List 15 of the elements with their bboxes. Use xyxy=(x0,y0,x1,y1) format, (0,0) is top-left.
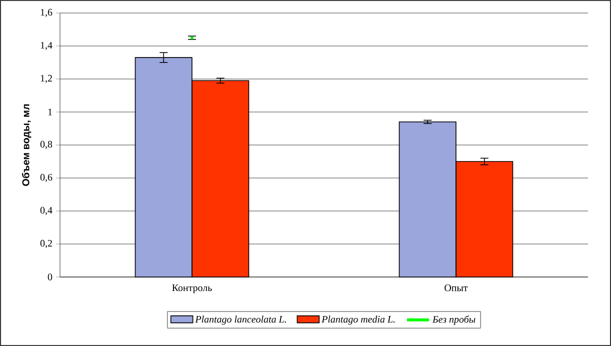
y-tick-label: 0,8 xyxy=(40,140,52,150)
y-tick-label: 0 xyxy=(48,274,52,280)
y-tick-label: 0,6 xyxy=(40,174,52,182)
y-tick-label: 1 xyxy=(48,108,52,116)
y-tick-label: 1,4 xyxy=(40,42,52,50)
y-tick-label: 0,4 xyxy=(40,206,52,216)
y-axis-title: Объем воды, мл xyxy=(22,104,32,186)
y-tick-label: 1,2 xyxy=(40,74,52,84)
legend-label: Plantago media L. xyxy=(322,316,395,325)
y-tick-label: 1,6 xyxy=(40,8,52,18)
legend-label: Без пробы xyxy=(432,315,476,325)
x-tick-label: Опыт xyxy=(444,284,468,292)
x-tick-label: Контроль xyxy=(172,284,212,294)
legend-label: Plantago lanceolata L. xyxy=(195,316,286,325)
y-tick-label: 0,2 xyxy=(40,240,52,248)
